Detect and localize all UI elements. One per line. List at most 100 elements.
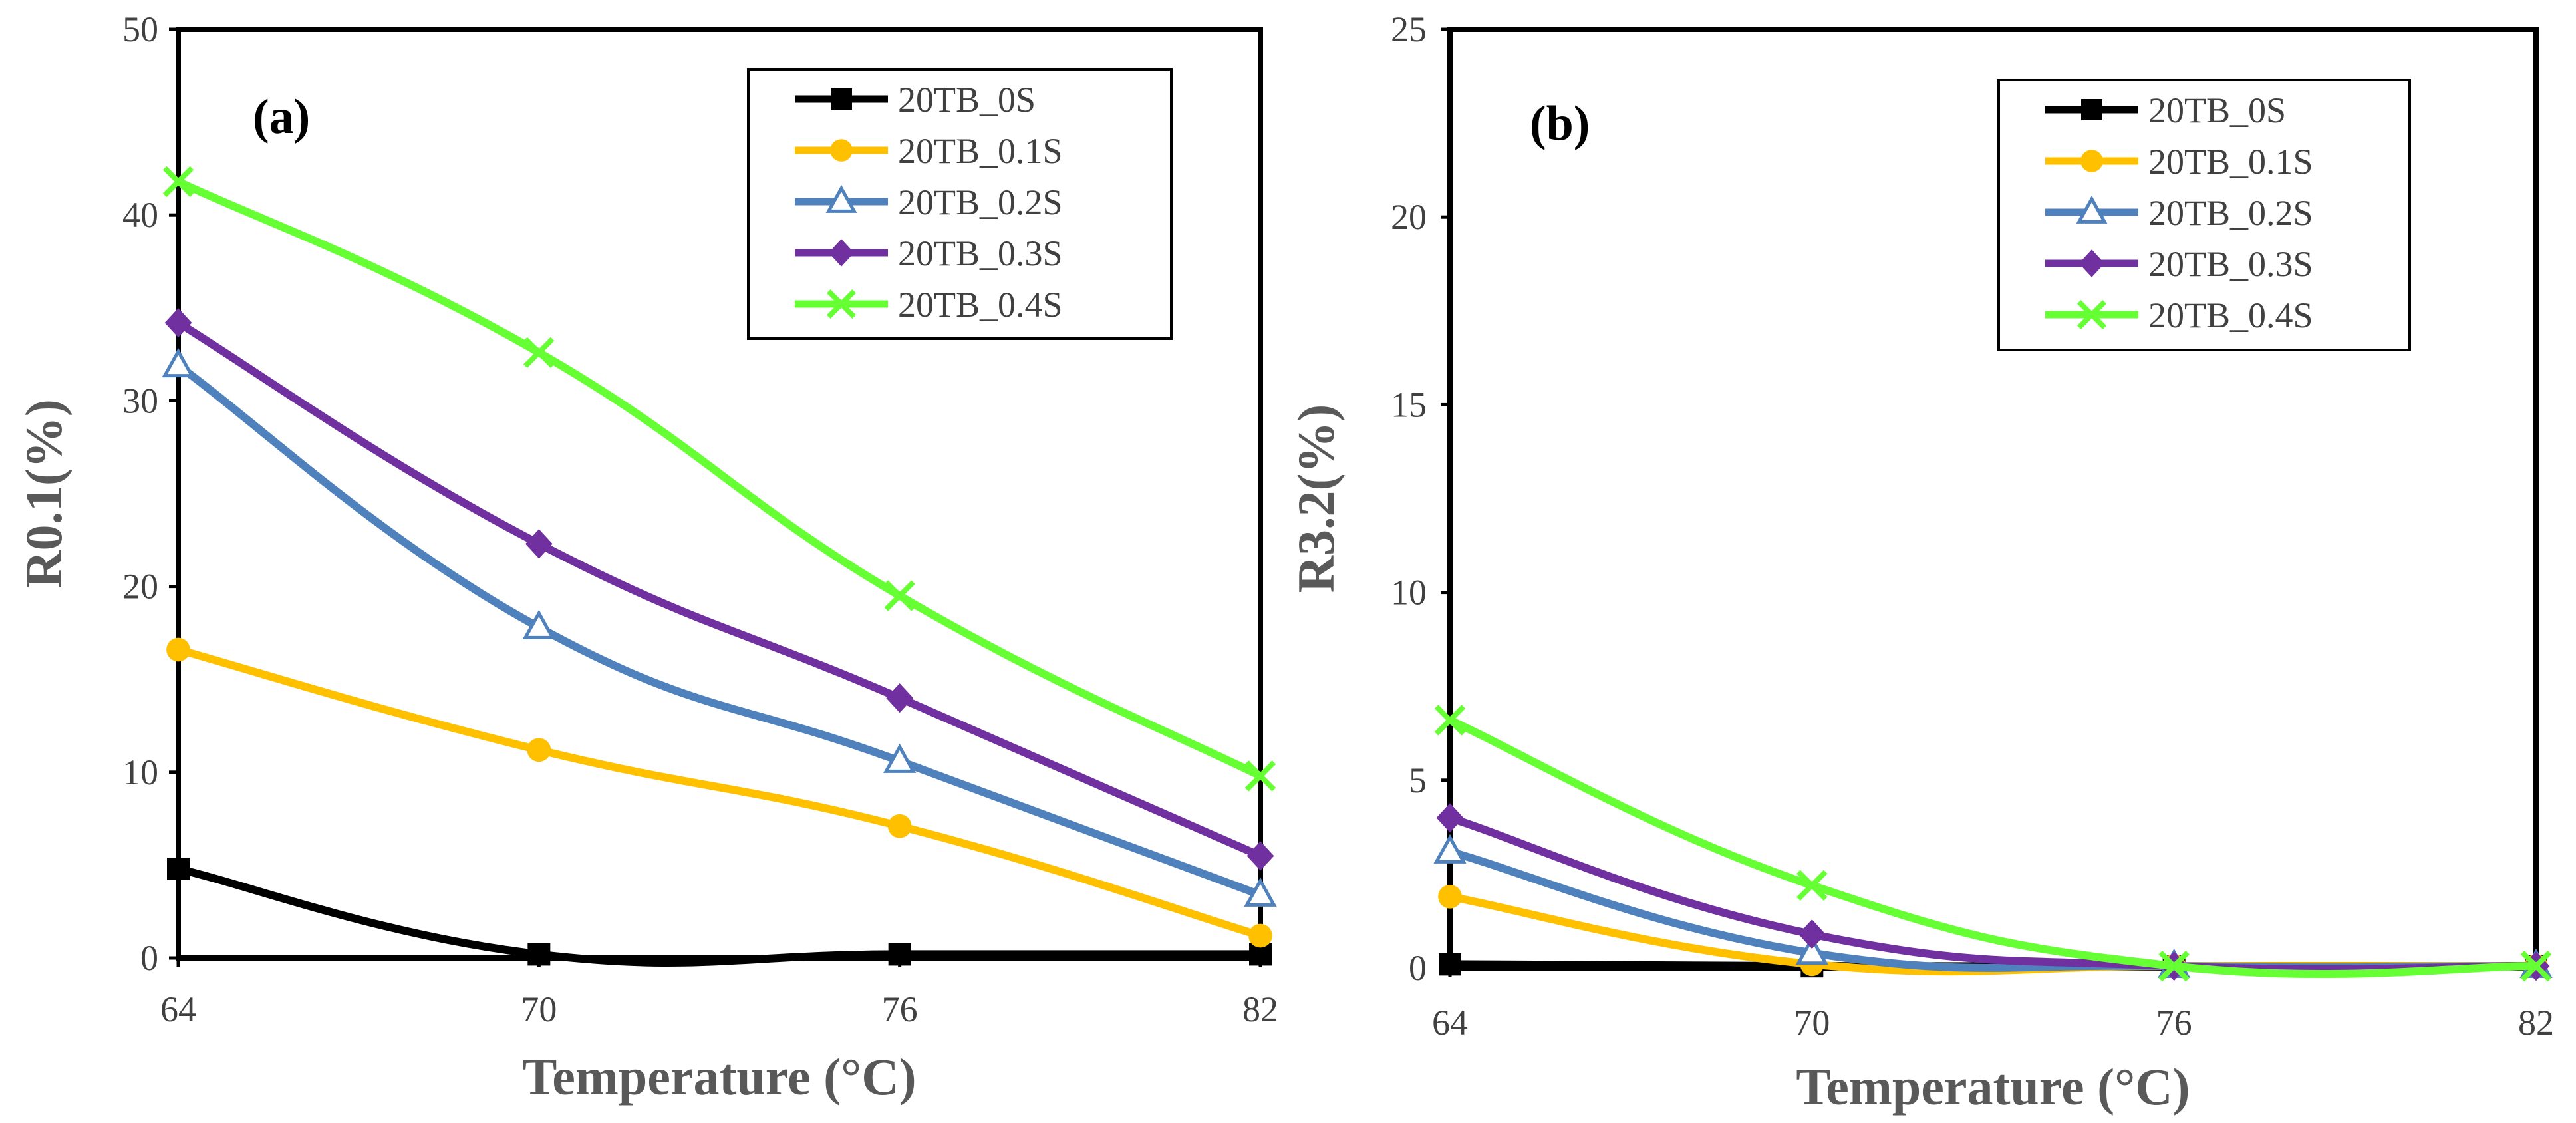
legend-marker xyxy=(828,239,855,267)
legend-item: 20TB_0S xyxy=(795,80,1036,120)
x-tick-label: 76 xyxy=(882,989,918,1029)
data-point xyxy=(1244,877,1277,907)
data-point xyxy=(166,637,190,662)
y-axis-ticks: 0 10 20 30 40 50 xyxy=(122,9,178,978)
legend: 20TB_0S 20TB_0.1S 20TB_0.2S 20TB_0.3S 20TB_0… xyxy=(747,68,1173,340)
legend-marker xyxy=(2078,249,2105,277)
series-line xyxy=(174,177,1264,780)
chart-panel-b: 0 5 10 15 20 25 64 70 76 82 Temperature (°C) R3.2(%… xyxy=(1287,9,2554,1116)
legend-label: 20TB_0.3S xyxy=(2148,244,2313,284)
y-tick-label: 30 xyxy=(122,381,158,420)
x-tick-label: 64 xyxy=(160,989,196,1029)
series-20tb-0-1s xyxy=(166,637,1272,948)
y-tick-label: 5 xyxy=(1409,760,1427,800)
y-tick-label: 20 xyxy=(1391,197,1427,237)
y-tick-label: 10 xyxy=(122,752,158,792)
data-point xyxy=(162,347,195,378)
x-tick-label: 82 xyxy=(1242,989,1278,1029)
data-point xyxy=(1434,705,1466,736)
chart-panel-a: 0 10 20 30 40 50 64 70 76 82 Temperature (°C) R0.1(… xyxy=(15,9,1278,1106)
legend-label: 20TB_0.2S xyxy=(898,182,1063,222)
x-axis-ticks: 64 70 76 82 xyxy=(160,958,1278,1029)
series-line xyxy=(1446,848,2540,972)
legend-item: 20TB_0.3S xyxy=(795,234,1063,273)
legend-marker xyxy=(2080,150,2103,172)
series-line xyxy=(1446,716,2540,979)
legend-item: 20TB_0.2S xyxy=(795,182,1063,222)
legend-marker xyxy=(2076,299,2107,330)
series-20tb-0-2s xyxy=(162,347,1277,907)
data-point xyxy=(2520,950,2552,982)
data-point xyxy=(1438,884,1462,909)
series-line xyxy=(1446,814,2540,973)
legend-marker xyxy=(2081,99,2102,120)
data-point xyxy=(527,943,551,966)
data-point xyxy=(888,943,911,966)
panel-label: (b) xyxy=(1530,96,1590,151)
legend-item: 20TB_0.2S xyxy=(2045,193,2313,233)
series-20tb-0-3s xyxy=(164,308,1274,871)
series-20tb-0-4s xyxy=(1434,705,2552,982)
data-point xyxy=(887,814,912,838)
data-point xyxy=(1433,834,1467,864)
x-axis-title: Temperature (°C) xyxy=(522,1048,916,1106)
y-tick-label: 25 xyxy=(1391,9,1427,49)
y-axis-title: R0.1(%) xyxy=(15,399,72,588)
legend-marker xyxy=(830,139,853,162)
legend-label: 20TB_0.4S xyxy=(898,285,1063,325)
legend-marker xyxy=(2076,195,2108,224)
x-axis-ticks: 64 70 76 82 xyxy=(1432,968,2554,1043)
y-tick-label: 50 xyxy=(122,9,158,49)
y-tick-label: 0 xyxy=(140,938,158,978)
data-point xyxy=(884,580,915,611)
legend-label: 20TB_0S xyxy=(898,80,1036,120)
data-point xyxy=(167,857,190,880)
legend-marker xyxy=(825,184,857,213)
y-tick-label: 20 xyxy=(122,567,158,607)
legend-label: 20TB_0.1S xyxy=(2148,142,2313,182)
y-tick-label: 10 xyxy=(1391,573,1427,613)
series-line xyxy=(174,645,1264,940)
data-point xyxy=(1248,923,1272,948)
legend-item: 20TB_0.4S xyxy=(2045,295,2313,335)
legend-item: 20TB_0.3S xyxy=(2045,244,2313,284)
data-point xyxy=(1798,919,1826,949)
legend-item: 20TB_0.4S xyxy=(795,285,1063,325)
x-tick-label: 82 xyxy=(2518,1003,2554,1043)
data-point xyxy=(527,738,551,762)
legend-item: 20TB_0.1S xyxy=(795,131,1063,171)
legend-label: 20TB_0.3S xyxy=(898,234,1063,273)
panel-label: (a) xyxy=(253,90,310,144)
y-tick-label: 0 xyxy=(1409,948,1427,988)
legend-label: 20TB_0.2S xyxy=(2148,193,2313,233)
data-point xyxy=(1439,953,1461,976)
y-axis-title: R3.2(%) xyxy=(1287,404,1345,593)
series-20tb-0-3s xyxy=(1436,803,2550,981)
legend-label: 20TB_0S xyxy=(2148,90,2286,130)
legend-item: 20TB_0S xyxy=(2045,90,2286,130)
y-tick-label: 15 xyxy=(1391,385,1427,424)
data-point xyxy=(164,308,192,338)
y-axis-ticks: 0 5 10 15 20 25 xyxy=(1391,9,1450,988)
series-line xyxy=(174,361,1264,899)
series-20tb-0-4s xyxy=(162,166,1276,792)
series-20tb-0-2s xyxy=(1433,834,2553,978)
x-tick-label: 70 xyxy=(1794,1003,1830,1043)
x-tick-label: 76 xyxy=(2156,1003,2192,1043)
legend-item: 20TB_0.1S xyxy=(2045,142,2313,182)
x-axis-title: Temperature (°C) xyxy=(1796,1058,2190,1116)
data-point xyxy=(1796,870,1828,901)
legend-label: 20TB_0.1S xyxy=(898,131,1063,171)
data-point xyxy=(1795,935,1828,965)
series-line xyxy=(174,864,1264,967)
data-point xyxy=(886,683,914,713)
data-point xyxy=(1246,841,1274,871)
legend: 20TB_0S 20TB_0.1S 20TB_0.2S 20TB_0.3S 20TB_0… xyxy=(1997,79,2411,351)
data-point xyxy=(525,529,553,559)
legend-label: 20TB_0.4S xyxy=(2148,295,2313,335)
x-tick-label: 64 xyxy=(1432,1003,1468,1043)
data-point xyxy=(522,609,555,639)
series-20tb-0s xyxy=(167,857,1272,967)
x-tick-label: 70 xyxy=(521,989,557,1029)
